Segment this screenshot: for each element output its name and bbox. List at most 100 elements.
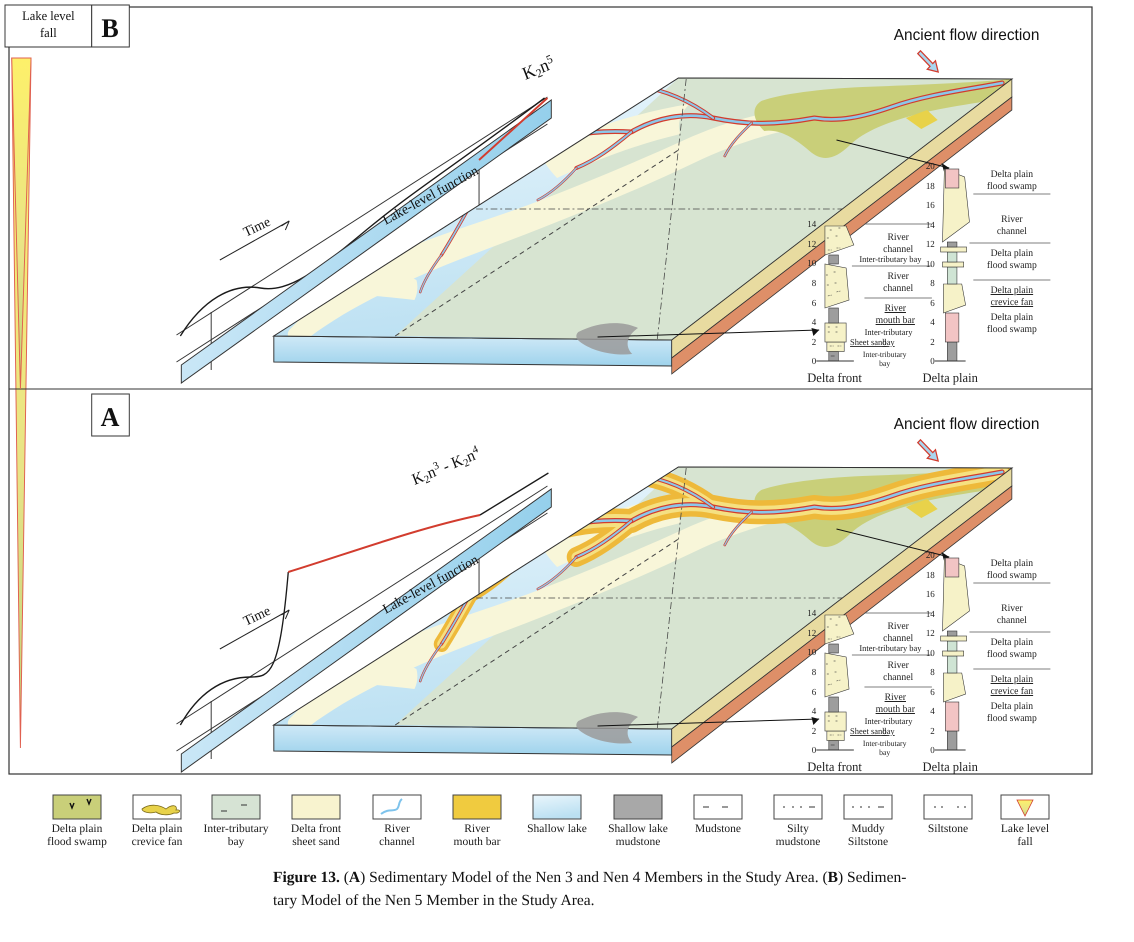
svg-text:River: River [464,823,490,835]
svg-text:12: 12 [807,240,816,250]
svg-text:10: 10 [926,260,935,270]
svg-text:8: 8 [812,279,817,289]
svg-text:River: River [1001,214,1023,225]
svg-text:Delta plain: Delta plain [132,823,183,835]
svg-text:Delta front: Delta front [807,759,862,774]
svg-text:mudstone: mudstone [616,836,661,848]
svg-text:crevice fan: crevice fan [991,686,1034,697]
svg-text:6: 6 [930,688,935,698]
svg-text:0: 0 [930,746,935,756]
svg-text:River: River [885,303,907,314]
svg-text:Lake level: Lake level [1001,823,1049,835]
svg-text:8: 8 [930,279,935,289]
svg-text:Siltstone: Siltstone [928,823,968,835]
svg-text:mouth bar: mouth bar [876,704,916,715]
svg-text:Inter-tributary: Inter-tributary [865,716,913,726]
svg-text:Silty: Silty [787,823,809,835]
svg-text:Inter-tributary: Inter-tributary [865,327,913,337]
svg-text:Delta front: Delta front [291,823,342,835]
svg-text:River: River [1001,603,1023,614]
svg-text:tary Model of the Nen 5 Member: tary Model of the Nen 5 Member in the St… [273,892,595,909]
svg-text:18: 18 [926,571,935,581]
svg-text:Muddy: Muddy [851,823,884,835]
svg-text:flood swamp: flood swamp [987,570,1037,581]
svg-text:Ancient flow direction: Ancient flow direction [894,416,1040,433]
svg-text:Delta plain: Delta plain [52,823,103,835]
svg-text:flood swamp: flood swamp [987,181,1037,192]
svg-text:14: 14 [807,220,816,230]
svg-text:Inter-tributary bay: Inter-tributary bay [859,643,922,653]
svg-text:2: 2 [930,727,935,737]
svg-text:8: 8 [930,668,935,678]
svg-text:flood swamp: flood swamp [987,260,1037,271]
svg-text:14: 14 [926,221,935,231]
svg-text:Delta front: Delta front [807,370,862,385]
svg-text:crevice fan: crevice fan [132,836,183,848]
svg-text:6: 6 [812,299,817,309]
svg-text:Delta plain: Delta plain [991,312,1034,323]
svg-text:A: A [101,402,120,432]
svg-text:Shallow lake: Shallow lake [527,823,587,835]
svg-text:Inter-tributary: Inter-tributary [204,823,269,835]
svg-text:2: 2 [812,338,817,348]
svg-text:0: 0 [812,357,817,367]
svg-text:River: River [885,692,907,703]
svg-text:4: 4 [930,707,935,717]
svg-text:Sheet sand: Sheet sand [850,726,887,736]
svg-text:2: 2 [930,338,935,348]
svg-text:fall: fall [1017,836,1032,848]
svg-text:Lake level: Lake level [22,8,75,23]
svg-text:Inter-tributary: Inter-tributary [863,350,907,359]
svg-text:Sheet sand: Sheet sand [850,337,887,347]
svg-text:8: 8 [812,668,817,678]
svg-text:Inter-tributary bay: Inter-tributary bay [859,254,922,264]
svg-text:bay: bay [879,748,890,757]
svg-text:Siltstone: Siltstone [848,836,888,848]
svg-text:Delta plain: Delta plain [991,248,1034,259]
svg-text:Delta plain: Delta plain [991,169,1034,180]
svg-text:12: 12 [926,240,935,250]
svg-text:Inter-tributary: Inter-tributary [863,739,907,748]
svg-text:Delta plain: Delta plain [991,701,1034,712]
svg-text:flood swamp: flood swamp [987,649,1037,660]
svg-text:Delta plain: Delta plain [991,674,1034,685]
svg-text:bay: bay [228,836,245,848]
svg-text:2: 2 [812,727,817,737]
svg-text:B: B [101,13,118,43]
svg-text:crevice fan: crevice fan [991,297,1034,308]
svg-text:channel: channel [883,672,913,683]
svg-text:River: River [887,660,909,671]
svg-text:mouth bar: mouth bar [876,315,916,326]
svg-text:channel: channel [997,615,1027,626]
svg-text:10: 10 [926,649,935,659]
svg-text:River: River [887,621,909,632]
svg-text:4: 4 [812,707,817,717]
svg-text:channel: channel [883,283,913,294]
svg-text:Delta plain: Delta plain [991,637,1034,648]
svg-text:flood swamp: flood swamp [987,713,1037,724]
svg-text:18: 18 [926,182,935,192]
svg-text:10: 10 [807,259,816,269]
svg-text:10: 10 [807,648,816,658]
svg-text:channel: channel [379,836,415,848]
svg-text:4: 4 [930,318,935,328]
svg-text:flood swamp: flood swamp [47,836,107,848]
svg-text:16: 16 [926,201,935,211]
svg-text:14: 14 [807,609,816,619]
svg-text:Delta plain: Delta plain [991,285,1034,296]
svg-text:4: 4 [812,318,817,328]
svg-text:sheet sand: sheet sand [292,836,340,848]
svg-text:Shallow lake: Shallow lake [608,823,668,835]
svg-text:River: River [887,232,909,243]
svg-text:River: River [887,271,909,282]
svg-text:Mudstone: Mudstone [695,823,741,835]
svg-text:bay: bay [879,359,890,368]
svg-text:Ancient flow direction: Ancient flow direction [894,27,1040,44]
svg-text:channel: channel [997,226,1027,237]
svg-text:12: 12 [807,629,816,639]
svg-text:0: 0 [930,357,935,367]
svg-text:River: River [384,823,410,835]
svg-text:Delta plain: Delta plain [923,759,979,774]
svg-text:20: 20 [926,162,935,172]
svg-text:flood swamp: flood swamp [987,324,1037,335]
